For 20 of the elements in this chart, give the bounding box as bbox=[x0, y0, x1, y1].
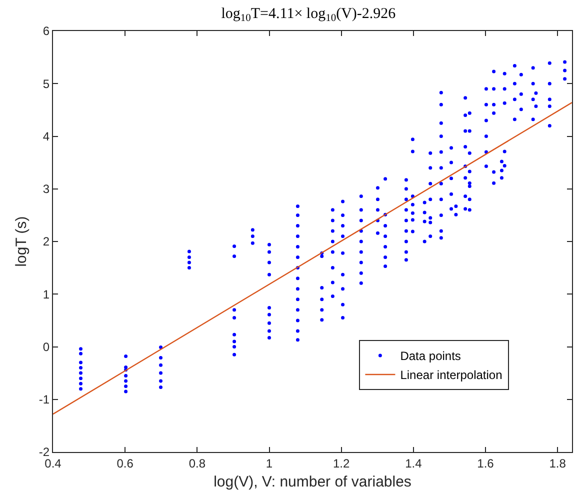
legend-label: Linear interpolation bbox=[400, 368, 502, 382]
chart-title: log$_{10}$T=4.11× log$_{10}$(V)-2.926 bbox=[221, 6, 396, 24]
x-tick-label: 1.8 bbox=[549, 456, 566, 470]
y-tick-label: 3 bbox=[42, 182, 50, 196]
x-tick-label: 1 bbox=[266, 456, 273, 470]
y-tick-label: 5 bbox=[42, 76, 50, 91]
x-tick-label: 0.8 bbox=[188, 456, 206, 470]
x-tick-label: 0.6 bbox=[116, 456, 134, 470]
y-tick-label: -1 bbox=[38, 392, 50, 407]
y-tick-label: 6 bbox=[42, 24, 50, 38]
x-axis-title: log(V), V: number of variables bbox=[214, 473, 412, 490]
y-tick-label: 4 bbox=[42, 129, 50, 144]
x-tick-label: 1.4 bbox=[405, 456, 422, 470]
x-tick-label: 1.2 bbox=[332, 456, 350, 470]
y-tick-label: 2 bbox=[42, 234, 50, 249]
y-axis-title: logT (s) bbox=[13, 216, 30, 267]
y-tick-label: 1 bbox=[42, 287, 50, 302]
x-tick-label: 1.6 bbox=[477, 456, 494, 470]
y-tick-label: 0 bbox=[42, 340, 50, 354]
legend-label: Data points bbox=[400, 349, 461, 364]
